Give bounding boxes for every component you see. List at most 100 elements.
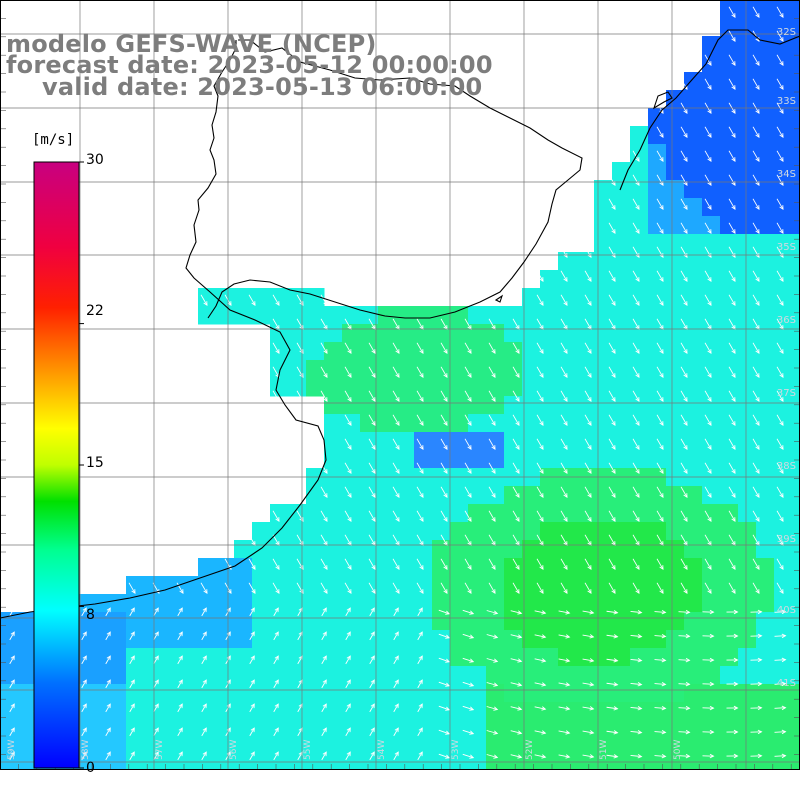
- wind-speed-cell: [522, 774, 541, 793]
- wind-speed-cell: [756, 666, 775, 685]
- wind-speed-cell: [396, 756, 415, 770]
- wind-speed-cell: [18, 756, 37, 770]
- wind-arrow: [728, 438, 736, 451]
- wind-arrow: [776, 294, 784, 307]
- wind-speed-cell: [792, 594, 800, 613]
- wind-arrow: [606, 634, 619, 639]
- wind-arrow: [702, 753, 715, 759]
- wind-speed-cell: [774, 144, 793, 163]
- wind-arrow: [752, 174, 760, 187]
- wind-speed-cell: [288, 540, 307, 559]
- wind-arrow: [726, 609, 739, 615]
- wind-speed-cell: [774, 234, 793, 253]
- wind-speed-cell: [486, 432, 505, 451]
- wind-arrow: [438, 609, 451, 615]
- wind-speed-cell: [702, 396, 721, 415]
- wind-speed-cell: [756, 720, 775, 739]
- wind-speed-cell: [666, 126, 685, 145]
- wind-speed-cell: [684, 576, 703, 595]
- wind-speed-cell: [270, 648, 289, 667]
- wind-arrow: [584, 510, 592, 523]
- wind-arrow: [728, 174, 736, 187]
- wind-speed-cell: [378, 702, 397, 721]
- wind-speed-cell: [450, 342, 469, 361]
- wind-speed-cell: [630, 306, 649, 325]
- wind-speed-cell: [666, 108, 685, 127]
- wind-arrow: [488, 510, 496, 523]
- wind-speed-cell: [432, 450, 451, 469]
- wind-speed-cell: [234, 558, 253, 577]
- wind-arrow: [368, 342, 376, 355]
- wind-speed-cell: [720, 342, 739, 361]
- wind-speed-cell: [648, 774, 667, 793]
- wind-speed-cell: [468, 738, 487, 757]
- wind-speed-cell: [720, 576, 739, 595]
- wind-arrow: [656, 366, 664, 379]
- wind-speed-cell: [558, 306, 577, 325]
- wind-arrow: [678, 681, 691, 687]
- wind-speed-cell: [126, 720, 145, 739]
- wind-arrow: [321, 631, 327, 641]
- wind-speed-cell: [720, 162, 739, 181]
- wind-speed-cell: [738, 162, 757, 181]
- lat-label: 34S: [777, 169, 796, 180]
- wind-speed-cell: [468, 306, 487, 325]
- wind-speed-cell: [378, 648, 397, 667]
- wind-speed-cell: [270, 702, 289, 721]
- wind-speed-cell: [180, 774, 199, 793]
- wind-speed-cell: [684, 270, 703, 289]
- wind-arrow: [728, 6, 736, 19]
- wind-speed-cell: [594, 666, 613, 685]
- wind-speed-cell: [414, 450, 433, 469]
- wind-speed-cell: [288, 522, 307, 541]
- wind-speed-cell: [576, 558, 595, 577]
- wind-speed-cell: [792, 108, 800, 127]
- wind-speed-cell: [648, 270, 667, 289]
- wind-speed-cell: [720, 756, 739, 770]
- wind-speed-cell: [270, 738, 289, 757]
- wind-arrow: [129, 631, 135, 641]
- wind-speed-cell: [162, 774, 181, 793]
- wind-speed-cell: [774, 72, 793, 91]
- wind-speed-cell: [576, 612, 595, 631]
- wind-arrow: [776, 6, 784, 19]
- wind-speed-cell: [612, 522, 631, 541]
- wind-arrow: [752, 150, 760, 163]
- wind-arrow: [105, 703, 111, 713]
- wind-speed-cell: [360, 360, 379, 379]
- wind-arrow: [320, 366, 328, 379]
- wind-speed-cell: [324, 720, 343, 739]
- wind-speed-cell: [360, 414, 379, 433]
- wind-speed-cell: [468, 702, 487, 721]
- wind-speed-cell: [612, 270, 631, 289]
- wind-arrow: [654, 753, 667, 759]
- wind-speed-cell: [738, 630, 757, 649]
- lon-label: 58W: [81, 740, 91, 760]
- wind-speed-cell: [792, 522, 800, 541]
- wind-speed-cell: [720, 54, 739, 73]
- colorbar-gradient: [33, 161, 80, 769]
- wind-speed-cell: [360, 612, 379, 631]
- wind-speed-cell: [486, 306, 505, 325]
- wind-speed-cell: [108, 738, 127, 757]
- wind-speed-cell: [792, 306, 800, 325]
- lat-label: 39S: [777, 534, 796, 545]
- wind-speed-cell: [792, 702, 800, 721]
- wind-speed-cell: [738, 108, 757, 127]
- wind-arrow: [464, 342, 472, 355]
- wind-speed-cell: [288, 306, 307, 325]
- wind-speed-cell: [522, 450, 541, 469]
- wind-speed-cell: [720, 702, 739, 721]
- wind-speed-cell: [144, 756, 163, 770]
- wind-speed-cell: [756, 144, 775, 163]
- wind-speed-cell: [234, 738, 253, 757]
- wind-speed-cell: [126, 648, 145, 667]
- wind-arrow: [752, 558, 760, 571]
- wind-speed-cell: [576, 270, 595, 289]
- wind-speed-cell: [684, 72, 703, 91]
- wind-arrow: [369, 679, 375, 689]
- wind-arrow: [726, 705, 739, 711]
- wind-arrow: [752, 414, 760, 427]
- wind-arrow: [582, 634, 595, 639]
- wind-arrow: [584, 390, 592, 403]
